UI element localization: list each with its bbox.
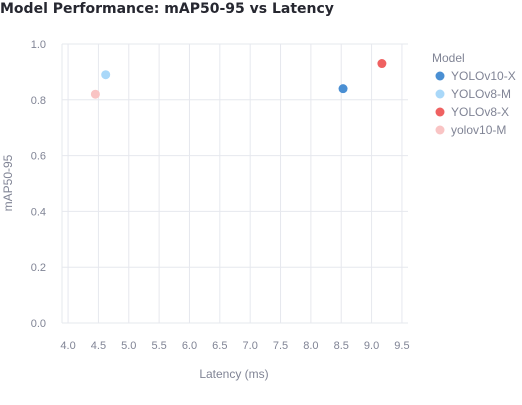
y-tick-label: 0.2	[31, 262, 46, 274]
x-tick-label: 9.5	[394, 340, 409, 352]
legend-marker	[435, 107, 445, 117]
y-tick-label: 1.0	[31, 39, 46, 51]
x-tick-label: 6.5	[212, 340, 227, 352]
y-tick-label: 0.6	[31, 151, 46, 163]
x-axis-ticks: 4.0 4.5 5.0 5.5 6.0 6.5 7.0 7.5 8.0 8.5 9.0 9.5	[60, 340, 409, 352]
y-tick-label: 0.0	[31, 318, 46, 330]
x-tick-label: 8.5	[334, 340, 349, 352]
legend-title: Model	[432, 51, 465, 65]
legend-marker	[435, 89, 445, 99]
y-axis-title: mAP50-95	[1, 154, 15, 211]
data-point[interactable]	[90, 89, 100, 99]
legend: Model YOLOv10-X YOLOv8-M YOLOv8-X yolov10-M	[432, 51, 516, 137]
grid-lines	[61, 43, 408, 324]
legend-marker	[435, 125, 445, 135]
y-tick-label: 0.8	[31, 95, 46, 107]
data-point[interactable]	[377, 59, 387, 69]
data-points	[90, 59, 387, 99]
x-tick-label: 9.0	[364, 340, 379, 352]
legend-item-label: YOLOv8-X	[451, 105, 509, 119]
x-tick-label: 6.0	[182, 340, 197, 352]
x-tick-label: 7.0	[243, 340, 258, 352]
data-point[interactable]	[101, 70, 111, 80]
legend-item-label: YOLOv10-X	[451, 69, 516, 83]
chart-title: Model Performance: mAP50-95 vs Latency	[0, 1, 334, 17]
data-point[interactable]	[338, 84, 348, 94]
y-axis-ticks: 0.0 0.2 0.4 0.6 0.8 1.0	[31, 39, 46, 330]
legend-item-label: yolov10-M	[451, 123, 506, 137]
x-tick-label: 4.0	[60, 340, 75, 352]
x-tick-label: 7.5	[273, 340, 288, 352]
legend-item-label: YOLOv8-M	[451, 87, 511, 101]
x-tick-label: 8.0	[303, 340, 318, 352]
y-tick-label: 0.4	[31, 206, 46, 218]
legend-marker	[435, 71, 445, 81]
x-tick-label: 5.0	[121, 340, 136, 352]
x-axis-title: Latency (ms)	[199, 367, 268, 381]
x-tick-label: 5.5	[151, 340, 166, 352]
x-tick-label: 4.5	[91, 340, 106, 352]
